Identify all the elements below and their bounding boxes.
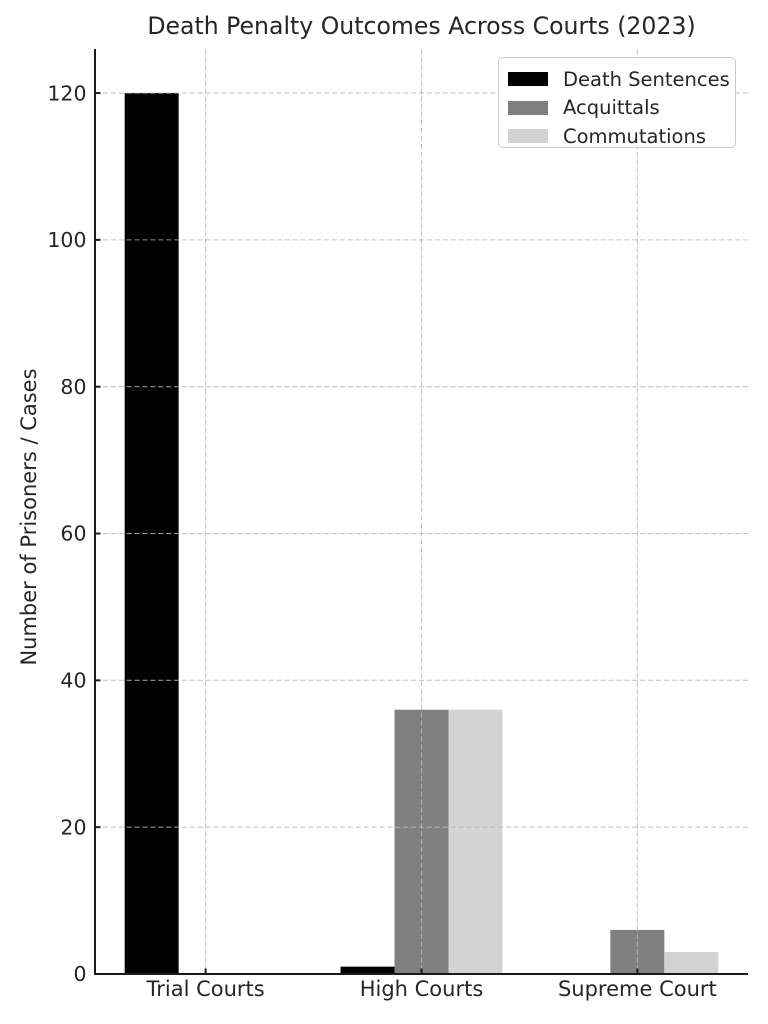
axes-layer [94, 49, 748, 975]
x-tick-label-supreme-court: Supreme Court [558, 977, 717, 1001]
x-tick-label-high-courts: High Courts [360, 977, 484, 1001]
x-tick-label-trial-courts: Trial Courts [146, 977, 265, 1001]
chart-title: Death Penalty Outcomes Across Courts (20… [147, 12, 696, 40]
legend-swatch-commutations [508, 129, 548, 144]
y-tick-label-40: 40 [60, 669, 86, 693]
bar-commutations-supreme-court [664, 951, 719, 974]
legend-swatch-death-sentences [508, 72, 548, 87]
legend: Death Sentences Acquittals Commutations [498, 57, 736, 148]
y-tick-label-100: 100 [47, 228, 86, 252]
bar-commutations-high-courts [448, 709, 503, 974]
legend-item-commutations: Commutations [508, 122, 735, 151]
bar-death-sentences-high-courts [340, 966, 395, 974]
tick-labels-layer: 0 20 40 60 80 100 120 Trial Courts High Courts Su… [47, 81, 716, 1001]
y-tick-label-20: 20 [60, 815, 86, 839]
y-axis-label: Number of Prisoners / Cases [17, 368, 41, 666]
legend-item-acquittals: Acquittals [508, 94, 735, 123]
y-tick-label-80: 80 [60, 375, 86, 399]
y-tick-label-0: 0 [73, 962, 86, 986]
legend-label-acquittals: Acquittals [563, 96, 660, 119]
legend-label-commutations: Commutations [563, 124, 707, 148]
legend-label-death-sentences: Death Sentences [563, 67, 730, 91]
y-tick-label-120: 120 [47, 81, 86, 105]
grid-layer [95, 49, 748, 974]
legend-item-death-sentences: Death Sentences [508, 65, 735, 94]
legend-swatch-acquittals [508, 100, 548, 115]
y-tick-label-60: 60 [60, 522, 86, 546]
